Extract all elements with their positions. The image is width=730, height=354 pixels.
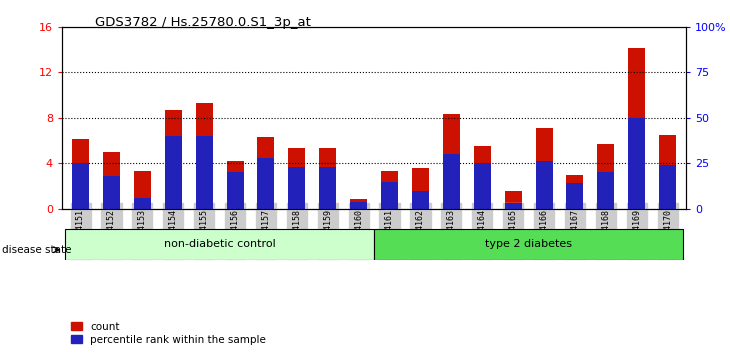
Bar: [350, 201, 367, 209]
Bar: [504, 204, 522, 209]
Bar: [196, 103, 212, 209]
Bar: [566, 183, 583, 209]
Bar: [226, 172, 244, 209]
Bar: [629, 118, 645, 209]
Bar: [659, 165, 676, 209]
Bar: [412, 168, 429, 209]
Bar: [165, 136, 182, 209]
Text: GDS3782 / Hs.25780.0.S1_3p_at: GDS3782 / Hs.25780.0.S1_3p_at: [95, 16, 311, 29]
Bar: [258, 137, 274, 209]
Bar: [443, 114, 460, 209]
Bar: [350, 199, 367, 209]
Bar: [134, 198, 151, 209]
Bar: [412, 190, 429, 209]
Bar: [474, 146, 491, 209]
Bar: [134, 171, 151, 209]
Text: disease state: disease state: [2, 245, 72, 255]
Bar: [65, 229, 374, 259]
Bar: [258, 158, 274, 209]
Legend: count, percentile rank within the sample: count, percentile rank within the sample: [67, 317, 270, 349]
Bar: [103, 152, 120, 209]
Bar: [474, 163, 491, 209]
Bar: [536, 128, 553, 209]
Bar: [103, 176, 120, 209]
Bar: [72, 163, 89, 209]
Bar: [504, 190, 522, 209]
Bar: [288, 167, 305, 209]
Bar: [374, 229, 683, 259]
Bar: [566, 175, 583, 209]
Bar: [536, 161, 553, 209]
Bar: [597, 144, 615, 209]
Bar: [381, 182, 398, 209]
Bar: [381, 171, 398, 209]
Bar: [165, 110, 182, 209]
Text: type 2 diabetes: type 2 diabetes: [485, 239, 572, 249]
Bar: [319, 148, 337, 209]
Bar: [597, 172, 615, 209]
Bar: [659, 135, 676, 209]
Bar: [443, 154, 460, 209]
Bar: [319, 167, 337, 209]
Bar: [196, 136, 212, 209]
Text: non-diabetic control: non-diabetic control: [164, 239, 275, 249]
Bar: [288, 148, 305, 209]
Bar: [226, 161, 244, 209]
Bar: [72, 139, 89, 209]
Bar: [629, 48, 645, 209]
